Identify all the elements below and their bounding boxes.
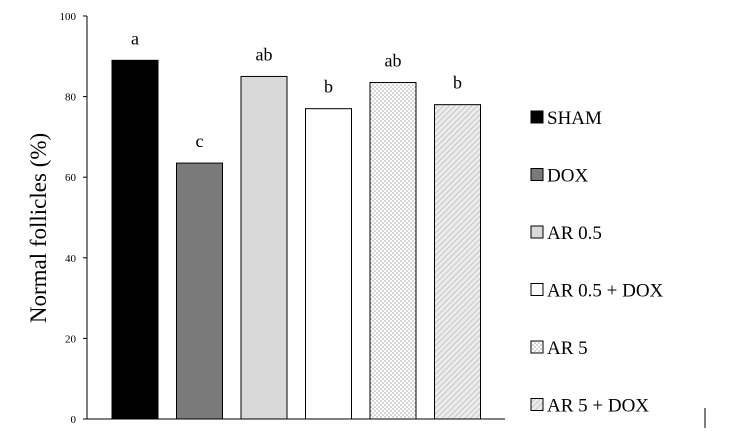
bar-ar-5: [369, 81, 417, 420]
legend-label: DOX: [547, 166, 588, 187]
legend-label: AR 0.5: [547, 223, 602, 244]
bar-dox: [176, 162, 223, 420]
bars: [111, 59, 481, 420]
legend-label: AR 5 + DOX: [547, 396, 649, 417]
legend-swatch: [530, 168, 544, 181]
legend-swatch: [530, 340, 544, 354]
legend-swatch: [530, 283, 544, 296]
y-tick-label: 80: [65, 92, 77, 104]
data-label: ab: [385, 50, 402, 70]
legend-swatch: [530, 110, 544, 124]
y-tick-label: 60: [65, 172, 77, 184]
legend-label: AR 0.5 + DOX: [547, 281, 664, 302]
legend-label: AR 5: [547, 338, 588, 359]
y-tick-label: 100: [60, 11, 77, 23]
bar-ar-0-5: [240, 75, 288, 420]
bar-sham: [111, 59, 159, 420]
y-tick-label: 20: [65, 333, 77, 345]
bar-ar-5-dox: [434, 104, 481, 420]
y-tick-label: 0: [71, 414, 77, 426]
y-axis-title: Normal follicles (%): [26, 133, 51, 323]
data-label: c: [196, 131, 204, 151]
legend: SHAM DOX AR 0.5 AR 0.5 + DOX AR 5 AR 5 + DOX: [530, 108, 664, 417]
data-label: a: [131, 28, 139, 48]
legend-label: SHAM: [547, 108, 602, 129]
data-label: b: [324, 77, 333, 97]
y-tick-label: 40: [65, 253, 77, 265]
data-label: ab: [256, 44, 273, 64]
y-ticks: 0 20 40 60 80 100: [60, 11, 87, 426]
legend-swatch: [530, 225, 544, 239]
data-label: b: [453, 73, 462, 93]
data-labels: a c ab b ab b: [131, 28, 462, 151]
legend-swatch: [530, 398, 544, 411]
bar-ar-0-5-dox: [305, 108, 352, 420]
